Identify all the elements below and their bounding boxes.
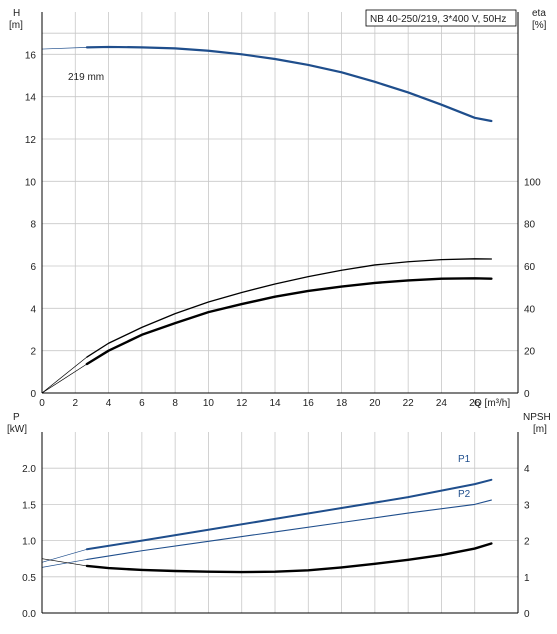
x-tick-label: 12 (236, 398, 248, 409)
series-line-2 (85, 277, 493, 366)
power-axis-unit: [kW] (7, 424, 27, 435)
head-tick-label: 6 (30, 262, 36, 273)
power-tick-label: 1.5 (22, 500, 36, 511)
x-tick-label: 24 (436, 398, 448, 409)
power-tick-label: 0.0 (22, 609, 36, 620)
x-tick-label: 4 (106, 398, 112, 409)
eta-tick-label: 20 (524, 347, 536, 358)
series-extension-1 (41, 559, 87, 568)
power-tick-label: 2.0 (22, 464, 36, 475)
eta-tick-label: 80 (524, 220, 536, 231)
head-tick-label: 16 (25, 50, 37, 61)
x-tick-label: 26 (469, 398, 481, 409)
npsh-tick-label: 4 (524, 464, 530, 475)
series-extension-0 (41, 46, 87, 50)
x-tick-label: 2 (73, 398, 79, 409)
top-panel-grid (41, 12, 518, 394)
power-tick-label: 1.0 (22, 537, 36, 548)
npsh-tick-label: 3 (524, 500, 530, 511)
head-tick-label: 12 (25, 135, 37, 146)
p2-curve-label: P2 (458, 489, 471, 500)
power-tick-label: 0.5 (22, 573, 36, 584)
head-axis-unit: [m] (9, 20, 23, 31)
head-tick-label: 4 (30, 304, 36, 315)
x-tick-label: 18 (336, 398, 348, 409)
eta-axis-unit: [%] (532, 20, 547, 31)
series-line-1 (86, 499, 492, 560)
x-tick-label: 22 (403, 398, 415, 409)
head-axis-title: H (13, 8, 20, 19)
head-tick-label: 0 (30, 389, 36, 400)
eta-tick-label: 60 (524, 262, 536, 273)
flow-axis-label: Q [m³/h] (474, 398, 510, 409)
x-tick-label: 14 (269, 398, 281, 409)
head-tick-label: 14 (25, 93, 37, 104)
p1-curve-label: P1 (458, 454, 471, 465)
series-extension-1 (41, 356, 88, 394)
head-tick-label: 8 (30, 220, 36, 231)
x-tick-label: 6 (139, 398, 145, 409)
head-tick-label: 2 (30, 347, 36, 358)
bottom-panel-grid (41, 432, 518, 614)
series-line-0 (85, 478, 493, 551)
eta-axis-title: eta (532, 8, 546, 19)
top-panel-series (41, 45, 493, 394)
npsh-tick-label: 2 (524, 537, 530, 548)
x-tick-label: 20 (369, 398, 381, 409)
npsh-axis-unit: [m] (533, 424, 547, 435)
series-extension-2 (41, 558, 87, 567)
series-line-1 (86, 258, 493, 358)
impeller-size-label: 219 mm (68, 72, 104, 83)
power-axis-title: P (13, 412, 20, 423)
npsh-axis-title: NPSH (523, 412, 551, 423)
header-box (365, 9, 517, 27)
x-tick-label: 8 (172, 398, 178, 409)
header-label: NB 40-250/219, 3*400 V, 50Hz (370, 14, 506, 25)
series-line-0 (85, 45, 493, 123)
x-tick-label: 16 (303, 398, 315, 409)
eta-tick-label: 0 (524, 389, 530, 400)
head-tick-label: 10 (25, 177, 37, 188)
eta-tick-label: 100 (524, 177, 541, 188)
x-tick-label: 10 (203, 398, 215, 409)
npsh-tick-label: 0 (524, 609, 530, 620)
eta-tick-label: 40 (524, 304, 536, 315)
series-extension-2 (41, 363, 88, 394)
series-line-2 (85, 542, 493, 574)
tick-labels: 0 2 4 6 8 10 12 14 16 18 20 22 24 2602468101214160204… (22, 50, 541, 620)
bottom-panel-series (41, 478, 493, 574)
npsh-tick-label: 1 (524, 573, 530, 584)
x-tick-label: 0 (39, 398, 45, 409)
